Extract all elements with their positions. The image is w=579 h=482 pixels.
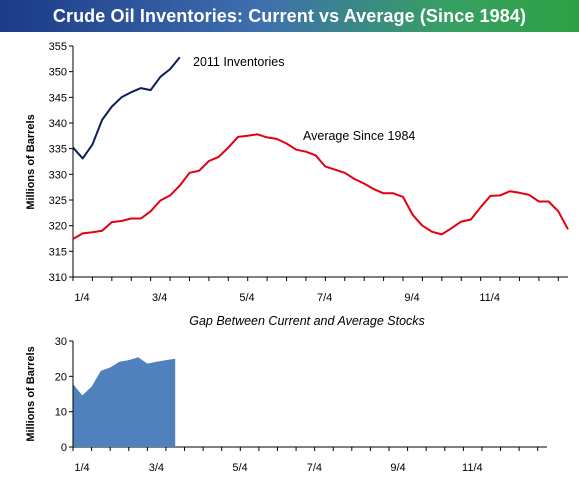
bottom-x-tick-label: 3/4	[149, 462, 164, 474]
series-2011-inventories-line	[72, 56, 181, 160]
top-y-tick-label: 320	[49, 221, 67, 233]
top-x-tick-label: 7/4	[317, 292, 332, 304]
bottom-y-tick-label: 20	[55, 371, 67, 383]
top-y-tick-label: 350	[49, 67, 67, 79]
top-y-tick-label: 325	[49, 195, 67, 207]
top-x-tick-label: 3/4	[152, 292, 167, 304]
top-y-tick-label: 345	[49, 92, 67, 104]
top-y-tick-label: 315	[49, 246, 67, 258]
label-2011-inventories: 2011 Inventories	[193, 55, 285, 69]
top-x-tick-label: 5/4	[239, 292, 254, 304]
bottom-x-tick-label: 9/4	[390, 462, 405, 474]
top-y-tick-label: 330	[49, 169, 67, 181]
bottom-x-tick-label: 5/4	[232, 462, 247, 474]
top-y-tick-label: 310	[49, 272, 67, 284]
top-y-tick-label: 355	[49, 41, 67, 53]
gap-area	[73, 357, 176, 447]
top-x-tick-label: 11/4	[479, 292, 500, 304]
bottom-y-axis-label: Millions of Barrels	[25, 346, 37, 441]
bottom-x-tick-label: 1/4	[74, 462, 89, 474]
inventory-line-chart: 310 315 320 325 330 335 340 345 350 355 1/4 3/4 5/4 7…	[25, 41, 569, 304]
bottom-y-tick-label: 30	[55, 336, 67, 348]
label-average-since-1984: Average Since 1984	[303, 129, 415, 143]
top-y-tick-label: 340	[49, 118, 67, 130]
top-x-tick-label: 9/4	[404, 292, 419, 304]
gap-area-chart: Gap Between Current and Average Stocks01…	[25, 314, 547, 474]
top-x-tick-label: 1/4	[74, 292, 89, 304]
top-y-axis-label: Millions of Barrels	[25, 114, 37, 209]
series-average-since-1984-line	[72, 133, 569, 240]
bottom-x-tick-label: 11/4	[462, 462, 483, 474]
gap-chart-title: Gap Between Current and Average Stocks	[189, 314, 425, 328]
top-y-tick-label: 335	[49, 144, 67, 156]
bottom-y-tick-label: 0	[61, 442, 67, 454]
chart-title: Crude Oil Inventories: Current vs Averag…	[0, 0, 579, 32]
bottom-y-tick-label: 10	[55, 407, 67, 419]
bottom-x-tick-label: 7/4	[307, 462, 322, 474]
